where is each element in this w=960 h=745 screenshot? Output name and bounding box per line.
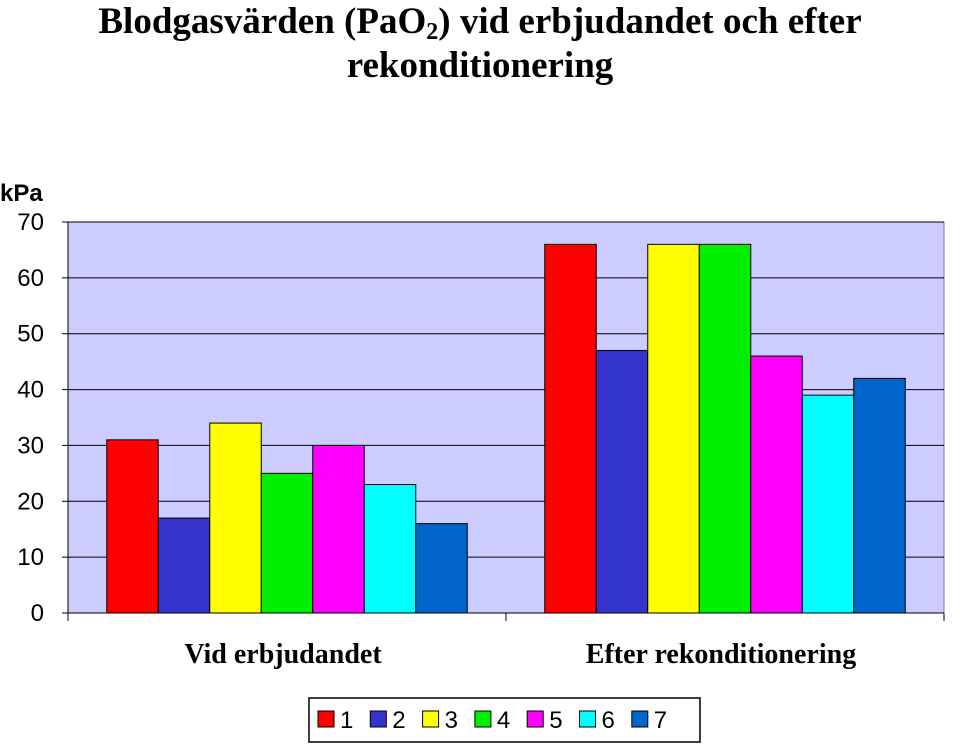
legend-label: 6 [602, 707, 615, 734]
legend-swatch [474, 710, 492, 728]
bar [415, 523, 468, 614]
bar [750, 355, 803, 614]
bar [544, 243, 597, 614]
x-category-label: Vid erbjudandet [184, 639, 382, 670]
y-tick-label: 50 [17, 321, 44, 348]
chart-title-part2: ) vid erbjudandet och efter [438, 1, 862, 42]
bar [312, 444, 365, 614]
x-category-label: Efter rekonditionering [586, 639, 856, 670]
bar [853, 377, 906, 614]
bar [106, 439, 159, 614]
legend-swatch [422, 710, 440, 728]
legend-label: 7 [654, 707, 667, 734]
bar [260, 472, 314, 614]
bar [363, 484, 417, 614]
legend-label: 2 [392, 707, 405, 734]
y-tick-label: 40 [17, 377, 44, 404]
bar [698, 243, 752, 614]
bar [595, 349, 649, 614]
y-tick-label: 20 [17, 488, 44, 515]
bar [157, 517, 211, 614]
legend-swatch [317, 710, 335, 728]
chart-title-line1: Blodgasvärden (PaO2) vid erbjudandet och… [0, 0, 960, 44]
y-tick-label: 70 [17, 209, 44, 236]
bar [801, 394, 855, 614]
legend-swatch [579, 710, 596, 728]
legend-label: 3 [445, 707, 458, 734]
legend-label: 1 [340, 707, 353, 734]
chart-title-line2: rekonditionering [346, 45, 614, 86]
y-tick-label: 60 [17, 265, 44, 292]
legend-label: 4 [497, 707, 510, 734]
legend-swatch [631, 710, 649, 728]
chart-title: Blodgasvärden (PaO2) vid erbjudandet och… [0, 0, 960, 88]
y-tick-label: 30 [17, 432, 44, 459]
legend-swatch [369, 710, 387, 728]
y-axis-unit-label: kPa [0, 180, 43, 207]
bar [209, 422, 262, 614]
bar [647, 243, 700, 614]
chart-title-part1: Blodgasvärden (PaO [98, 1, 427, 42]
y-tick-label: 10 [17, 544, 44, 571]
legend-swatch [526, 710, 544, 728]
y-tick-label: 0 [31, 600, 44, 627]
legend-label: 5 [549, 707, 562, 734]
chart-title-subscript: 2 [426, 19, 439, 45]
